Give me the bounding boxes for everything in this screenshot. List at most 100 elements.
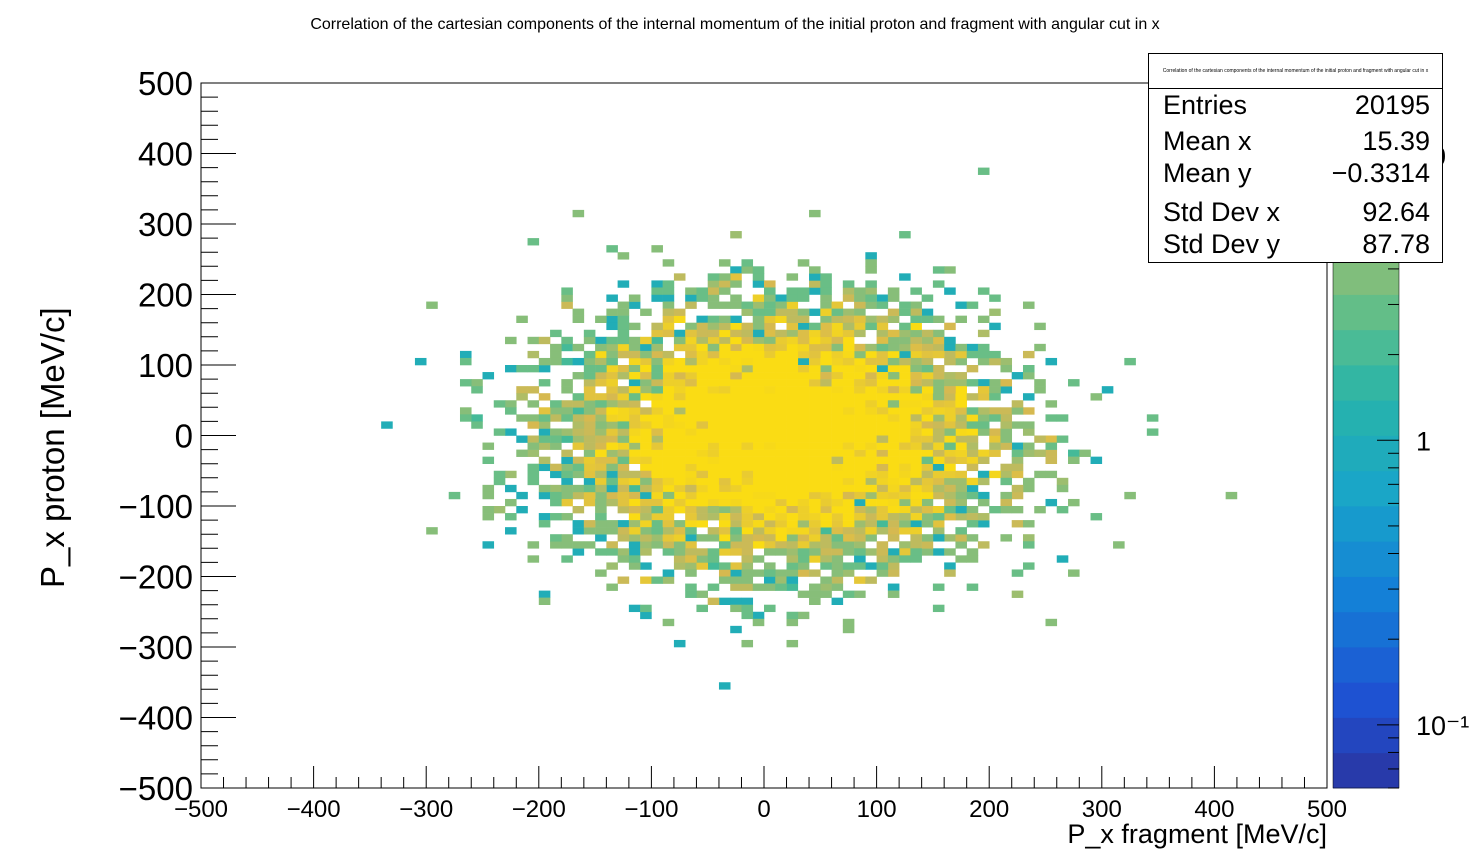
heatmap-cell xyxy=(1000,365,1013,373)
heatmap-cell xyxy=(707,506,720,514)
heatmap-cell xyxy=(718,287,731,295)
heatmap-cell xyxy=(617,421,630,429)
heatmap-cell xyxy=(887,287,900,295)
heatmap-cell xyxy=(730,527,742,535)
heatmap-cell xyxy=(527,365,540,373)
heatmap-cell xyxy=(651,379,663,387)
heatmap-cell xyxy=(673,428,686,436)
heatmap-cell xyxy=(921,435,934,443)
heatmap-cell xyxy=(842,287,855,295)
heatmap-cell xyxy=(876,541,889,549)
palette-segment xyxy=(1333,682,1399,718)
heatmap-cell xyxy=(730,407,742,415)
x-tick-label: 500 xyxy=(1307,796,1347,823)
heatmap-cell xyxy=(820,322,832,331)
y-tick-label: 0 xyxy=(175,418,193,455)
heatmap-cell xyxy=(865,386,877,394)
heatmap-cell xyxy=(786,583,799,591)
heatmap-cell xyxy=(854,372,866,380)
heatmap-cell xyxy=(797,442,810,450)
heatmap-cell xyxy=(505,400,517,408)
heatmap-cell xyxy=(865,548,877,556)
heatmap-cell xyxy=(628,435,641,443)
heatmap-cell xyxy=(606,245,618,253)
heatmap-cell xyxy=(932,343,945,352)
heatmap-cell xyxy=(550,343,562,352)
heatmap-cell xyxy=(561,534,573,542)
heatmap-cell xyxy=(820,513,832,521)
heatmap-cell xyxy=(718,456,731,464)
heatmap-cell xyxy=(730,435,742,443)
heatmap-cell xyxy=(1022,477,1035,486)
heatmap-cell xyxy=(786,639,799,648)
heatmap-cell xyxy=(887,428,900,436)
heatmap-cell xyxy=(932,506,945,514)
heatmap-cell xyxy=(696,442,708,450)
heatmap-cell xyxy=(1124,491,1136,500)
heatmap-cell xyxy=(628,372,641,380)
heatmap-cell xyxy=(606,498,618,507)
heatmap-cell xyxy=(764,407,776,415)
heatmap-cell xyxy=(865,280,877,288)
heatmap-cell xyxy=(617,400,630,408)
heatmap-cell xyxy=(1034,470,1046,479)
heatmap-cell xyxy=(550,442,562,450)
heatmap-cell xyxy=(764,463,776,472)
heatmap-cell xyxy=(662,477,675,486)
heatmap-cell xyxy=(842,625,855,634)
heatmap-cell xyxy=(730,548,742,556)
heatmap-cell xyxy=(651,393,663,401)
heatmap-cell xyxy=(842,294,855,302)
heatmap-cell xyxy=(583,350,596,359)
heatmap-cell xyxy=(572,428,585,436)
heatmap-cell xyxy=(797,463,810,472)
heatmap-cell xyxy=(809,569,821,577)
heatmap-cell xyxy=(966,421,979,429)
heatmap-cell xyxy=(718,541,731,549)
heatmap-cell xyxy=(1079,449,1091,457)
heatmap-cell xyxy=(1034,386,1046,394)
heatmap-cell xyxy=(786,463,799,472)
heatmap-cell xyxy=(718,280,731,288)
heatmap-cell xyxy=(775,315,787,323)
heatmap-cell xyxy=(561,336,573,345)
x-axis-ticks: −500 −400 −300 −200 −100 0 100 200 300 400 500 xyxy=(174,766,1347,823)
heatmap-cell xyxy=(741,463,754,472)
heatmap-cell xyxy=(752,266,765,274)
heatmap-cell xyxy=(921,421,934,429)
heatmap-cell xyxy=(944,562,956,570)
heatmap-cell xyxy=(617,498,630,507)
heatmap-cell xyxy=(842,477,855,486)
heatmap-cell xyxy=(752,442,765,450)
heatmap-cell xyxy=(628,350,641,359)
heatmap-cell xyxy=(595,365,607,373)
heatmap-cell xyxy=(628,365,641,373)
heatmap-cell xyxy=(899,273,911,281)
heatmap-cell xyxy=(606,541,618,549)
heatmap-cell xyxy=(966,520,979,528)
heatmap-cell xyxy=(516,414,528,422)
heatmap-cell xyxy=(932,393,945,401)
heatmap-cell xyxy=(820,280,832,288)
heatmap-cell xyxy=(887,393,900,401)
heatmap-cell xyxy=(831,597,844,605)
heatmap-cell xyxy=(820,301,832,309)
heatmap-cell xyxy=(696,555,708,563)
palette-segment xyxy=(1333,647,1399,683)
heatmap-cell xyxy=(752,350,765,359)
color-palette xyxy=(1332,82,1400,789)
heatmap-cell xyxy=(786,357,799,366)
heatmap-cell xyxy=(876,555,889,563)
heatmap-cell xyxy=(572,456,585,464)
heatmap-cell xyxy=(505,365,517,373)
heatmap-cell xyxy=(673,463,686,472)
heatmap-cell xyxy=(707,534,720,542)
heatmap-cell xyxy=(640,336,652,345)
heatmap-cell xyxy=(718,576,731,584)
heatmap-cell xyxy=(797,343,810,352)
heatmap-cell xyxy=(741,343,754,352)
heatmap-cell xyxy=(820,470,832,479)
heatmap-cell xyxy=(786,350,799,359)
heatmap-cell xyxy=(966,442,979,450)
heatmap-cell xyxy=(550,357,562,366)
